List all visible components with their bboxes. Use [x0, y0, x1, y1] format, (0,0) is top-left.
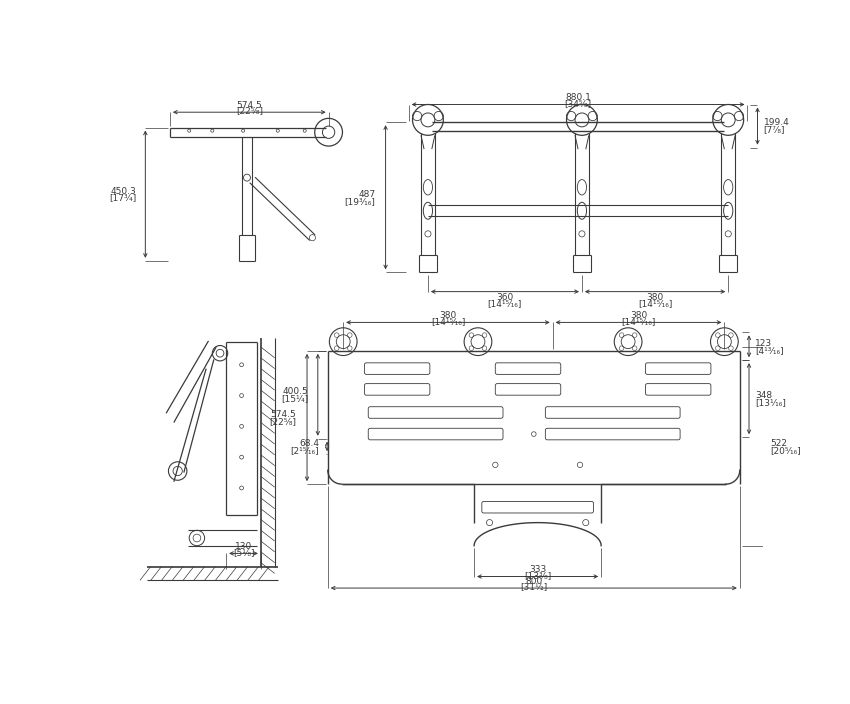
Text: 123: 123: [755, 339, 773, 348]
Text: [13³⁄₈]: [13³⁄₈]: [524, 571, 552, 580]
Text: 574.5: 574.5: [236, 101, 262, 110]
Text: 487: 487: [359, 189, 376, 199]
Text: 333: 333: [529, 565, 547, 574]
Text: [14¹⁵⁄₁₆]: [14¹⁵⁄₁₆]: [431, 317, 465, 326]
Text: 68.4: 68.4: [299, 439, 320, 448]
Text: [22⁵⁄₈]: [22⁵⁄₈]: [269, 417, 297, 426]
Text: [14¹⁵⁄₁₆]: [14¹⁵⁄₁₆]: [488, 299, 522, 308]
Text: 800: 800: [525, 577, 542, 586]
Text: [31½]: [31½]: [520, 582, 547, 591]
Text: 400.5: 400.5: [283, 387, 309, 396]
Text: [22⁵⁄₈]: [22⁵⁄₈]: [235, 106, 263, 115]
Text: 360: 360: [496, 294, 513, 302]
Text: 880.1: 880.1: [565, 93, 591, 102]
Text: [2¹⁵⁄₁₆]: [2¹⁵⁄₁₆]: [291, 446, 320, 455]
Text: [5¹⁄₈]: [5¹⁄₈]: [233, 548, 254, 557]
Text: 380: 380: [439, 311, 456, 320]
Text: [34⁵⁄₈]: [34⁵⁄₈]: [564, 99, 592, 108]
Text: [13¹⁄₁₆]: [13¹⁄₁₆]: [755, 398, 786, 407]
Text: 348: 348: [755, 391, 773, 400]
Text: [20⁵⁄₁₆]: [20⁵⁄₁₆]: [771, 446, 802, 455]
Text: [7⁷⁄₈]: [7⁷⁄₈]: [763, 125, 785, 134]
Text: [14¹⁵⁄₁₆]: [14¹⁵⁄₁₆]: [638, 299, 672, 308]
Text: [17³⁄₄]: [17³⁄₄]: [109, 194, 136, 203]
Text: 199.4: 199.4: [763, 118, 790, 127]
Text: [14¹⁵⁄₁₆]: [14¹⁵⁄₁₆]: [621, 317, 655, 326]
Text: 522: 522: [771, 439, 788, 448]
Text: 380: 380: [647, 294, 664, 302]
Text: 450.3: 450.3: [110, 187, 136, 196]
Text: 130: 130: [235, 542, 252, 551]
Text: [19³⁄₁₆]: [19³⁄₁₆]: [345, 196, 376, 206]
Text: 380: 380: [630, 311, 647, 320]
Text: [15¹⁄₄]: [15¹⁄₄]: [281, 394, 309, 403]
Text: [4¹³⁄₁₆]: [4¹³⁄₁₆]: [755, 346, 784, 355]
Text: 574.5: 574.5: [270, 410, 297, 419]
